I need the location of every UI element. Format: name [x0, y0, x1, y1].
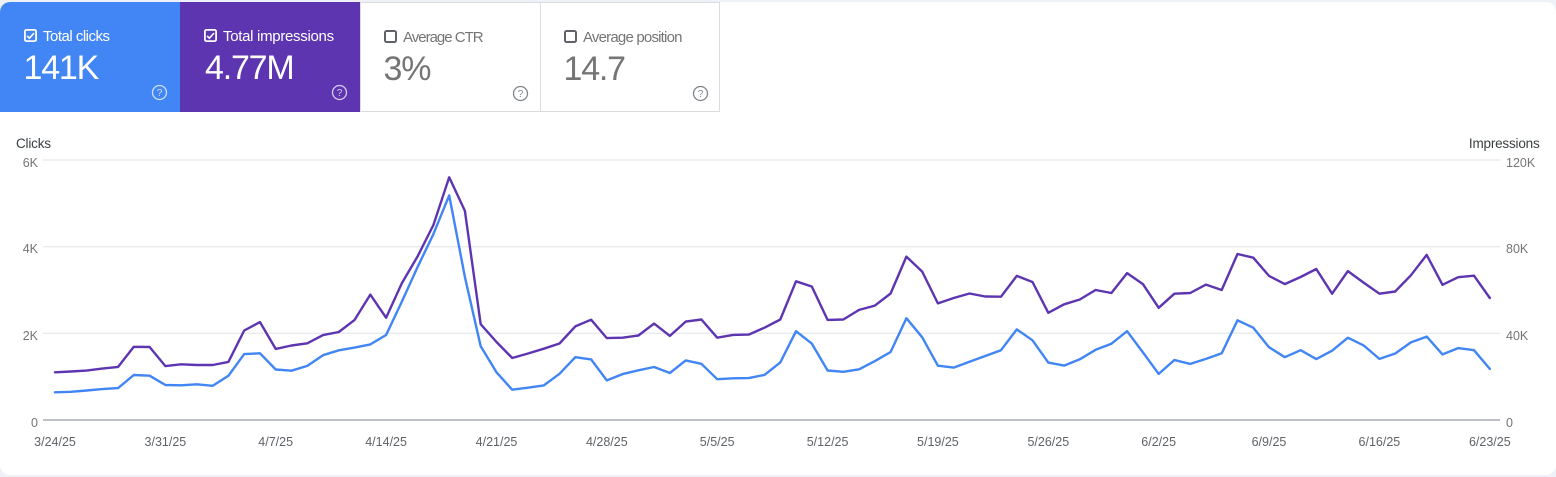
svg-text:?: ? [697, 89, 703, 100]
svg-text:?: ? [156, 88, 162, 99]
svg-text:?: ? [517, 89, 523, 100]
svg-text:?: ? [336, 88, 342, 99]
